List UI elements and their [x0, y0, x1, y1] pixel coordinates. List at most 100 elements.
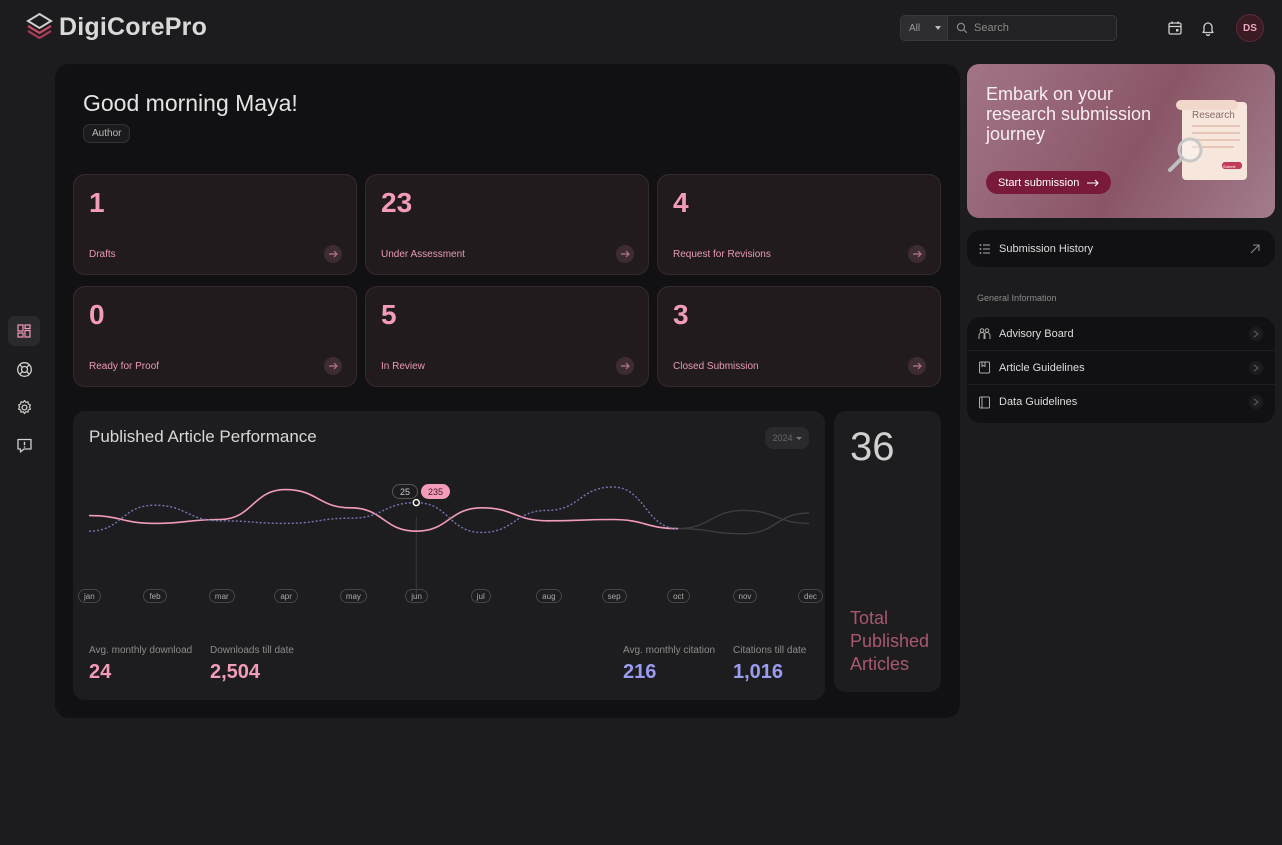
x-tick-apr: apr [274, 589, 298, 603]
search-icon [956, 22, 968, 34]
stat-card-ready-for-proof[interactable]: 0 Ready for Proof [73, 286, 357, 387]
arrow-right-icon[interactable] [324, 357, 342, 375]
general-item-label: Advisory Board [999, 327, 1074, 340]
caret-down-icon [795, 436, 802, 440]
general-item-advisory-board[interactable]: Advisory Board [967, 317, 1275, 351]
chevron-right-icon [1249, 360, 1263, 375]
promo-banner: Embark on your research submission journ… [967, 64, 1275, 218]
x-tick-jun: jun [405, 589, 428, 603]
stat-value: 3 [673, 299, 689, 330]
dashboard-icon [17, 324, 31, 338]
general-info-list: Advisory Board Article Guidelines Data G… [967, 317, 1275, 423]
search-category-value: All [909, 22, 921, 34]
x-tick-nov: nov [732, 589, 758, 603]
metric-label: Citations till date [733, 645, 807, 656]
arrow-right-icon[interactable] [616, 245, 634, 263]
general-item-article-guidelines[interactable]: Article Guidelines [967, 351, 1275, 385]
total-label: Total Published Articles [850, 608, 930, 674]
stat-value: 23 [381, 187, 413, 218]
start-submission-button[interactable]: Start submission [986, 171, 1112, 194]
greeting-title: Good morning Maya! [83, 90, 298, 116]
tooltip-citations: 25 [392, 484, 419, 499]
role-badge: Author [83, 124, 131, 143]
submission-history-link[interactable]: Submission History [967, 230, 1275, 267]
stat-card-drafts[interactable]: 1 Drafts [73, 174, 357, 275]
general-item-data-guidelines[interactable]: Data Guidelines [967, 385, 1275, 419]
stat-label: In Review [381, 361, 425, 372]
doc-label: Research [1192, 110, 1235, 121]
caret-down-icon [935, 26, 941, 30]
series-line-2 [678, 509, 810, 530]
document-icon [1168, 100, 1247, 180]
x-tick-aug: aug [536, 589, 562, 603]
stat-card-under-assessment[interactable]: 23 Under Assessment [365, 174, 649, 275]
dashboard-panel: Good morning Maya! Author 1 Drafts 23 Un… [55, 64, 960, 718]
chart-title: Published Article Performance [89, 427, 317, 446]
general-info-title: General Information [977, 293, 1057, 303]
performance-card: Published Article Performance 2024 jan fe… [73, 411, 825, 700]
general-item-label: Article Guidelines [999, 361, 1085, 374]
chevron-right-icon [1249, 395, 1263, 409]
arrow-right-icon[interactable] [616, 357, 634, 375]
x-tick-mar: mar [208, 589, 235, 603]
stat-card-closed-submission[interactable]: 3 Closed Submission [657, 286, 941, 387]
metric-value: 24 [89, 661, 112, 683]
external-arrow-icon [1250, 243, 1260, 253]
metric-label: Downloads till date [210, 645, 294, 656]
stat-card-request-for-revisions[interactable]: 4 Request for Revisions [657, 174, 941, 275]
stat-value: 1 [89, 187, 105, 218]
total-published-card: 36 Total Published Articles [834, 411, 941, 692]
app-name: DigiCorePro [59, 12, 208, 41]
x-tick-dec: dec [798, 589, 823, 603]
arrow-right-icon[interactable] [908, 245, 926, 263]
stat-label: Closed Submission [673, 361, 759, 372]
metric-value: 2,504 [210, 661, 261, 683]
year-value: 2024 [772, 433, 793, 443]
arrow-right-icon[interactable] [908, 357, 926, 375]
user-avatar[interactable]: DS [1236, 14, 1264, 42]
metric-label: Avg. monthly citation [623, 645, 716, 656]
stat-card-in-review[interactable]: 5 In Review [365, 286, 649, 387]
promo-title: Embark on your research submission journ… [986, 84, 1152, 144]
metric-label: Avg. monthly download [89, 645, 193, 656]
search-input[interactable] [974, 22, 1114, 34]
stat-value: 5 [381, 299, 397, 330]
series-line-3 [678, 512, 810, 535]
notifications-button[interactable] [1198, 18, 1218, 38]
search-category-select[interactable]: All [901, 16, 948, 40]
calendar-button[interactable] [1165, 18, 1185, 38]
stat-label: Under Assessment [381, 249, 465, 260]
x-tick-jul: jul [470, 589, 491, 603]
people-icon [978, 328, 991, 339]
calendar-icon [1168, 21, 1182, 35]
sidebar-item-dashboard[interactable] [8, 316, 40, 346]
sidebar-item-feedback[interactable] [8, 430, 40, 460]
sidebar-item-support[interactable] [8, 354, 40, 384]
x-tick-may: may [339, 589, 367, 603]
x-tick-sep: sep [601, 589, 627, 603]
arrow-right-icon[interactable] [324, 245, 342, 263]
doc-submit-label: Submit [1223, 164, 1236, 169]
gear-icon [17, 399, 31, 414]
highlight-point [412, 498, 420, 507]
total-value: 36 [850, 425, 895, 469]
feedback-icon [16, 438, 32, 453]
series-line-1 [88, 486, 679, 534]
stat-value: 4 [673, 187, 689, 218]
stat-label: Drafts [89, 249, 116, 260]
sidebar-item-settings[interactable] [8, 392, 40, 422]
metric-value: 216 [623, 661, 657, 683]
book-icon [979, 396, 990, 408]
line-chart [88, 486, 810, 595]
app-logo[interactable]: DigiCorePro [26, 12, 207, 42]
year-select[interactable]: 2024 [765, 427, 809, 449]
stat-label: Ready for Proof [89, 361, 160, 372]
list-icon [979, 243, 990, 254]
lifebuoy-icon [16, 361, 32, 377]
general-item-label: Data Guidelines [999, 396, 1078, 408]
x-tick-jan: jan [78, 589, 101, 603]
research-document-illustration: Research Submit [1168, 100, 1250, 180]
arrow-right-icon [1087, 179, 1100, 186]
stat-value: 0 [89, 299, 105, 330]
logo-icon [26, 12, 53, 40]
